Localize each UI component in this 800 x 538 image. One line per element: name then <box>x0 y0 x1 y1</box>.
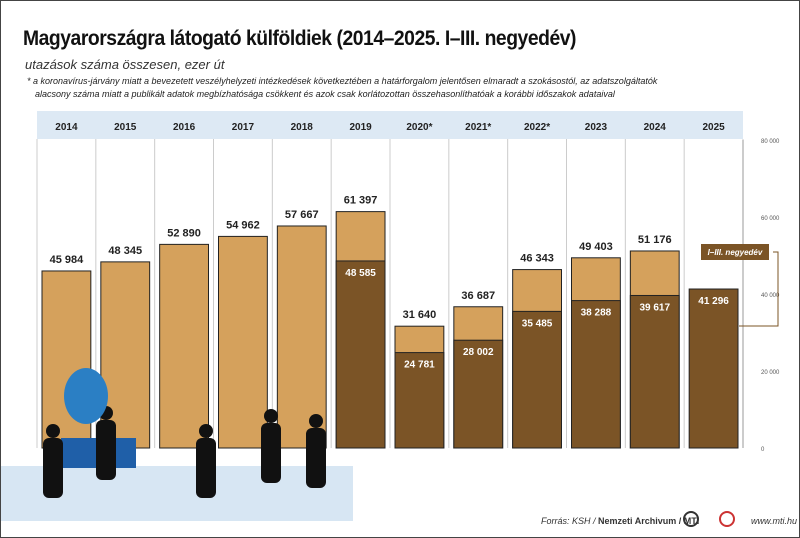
website-link[interactable]: www.mti.hu <box>751 516 798 526</box>
y-tick-label: 0 <box>761 447 765 453</box>
data-label-q1-q3: 28 002 <box>463 347 494 358</box>
source: Forrás: KSH / Nemzeti Archivum / MTI <box>541 516 699 526</box>
y-tick-label: 20 000 <box>761 370 780 376</box>
data-label-total: 46 343 <box>520 253 554 265</box>
person-silhouette-body <box>43 438 63 498</box>
bar-total <box>218 235 268 449</box>
person-silhouette-head <box>309 414 323 428</box>
footnote-line-2: alacsony száma miatt a publikált adatok … <box>35 89 615 99</box>
x-tick-label: 2024 <box>644 122 667 133</box>
person-silhouette-body <box>96 420 116 480</box>
bar-q1-q3 <box>629 294 680 449</box>
x-tick-label: 2018 <box>291 122 314 133</box>
data-label-total: 51 176 <box>638 234 672 246</box>
y-tick-label: 40 000 <box>761 293 780 299</box>
data-label-total: 31 640 <box>403 309 437 321</box>
data-label-q1-q3: 41 296 <box>698 296 729 307</box>
data-label-q1-q3: 48 585 <box>345 268 376 279</box>
data-label-q1-q3: 35 485 <box>522 318 553 329</box>
footnote: * a koronavírus-járvány miatt a bevezete… <box>27 75 767 101</box>
legend-box <box>701 244 769 260</box>
x-tick-label: 2014 <box>55 122 78 133</box>
x-tick-label: 2021* <box>465 122 491 133</box>
chart-subtitle: utazások száma összesen, ezer út <box>25 57 225 72</box>
chart-title: Magyarországra látogató külföldiek (2014… <box>23 27 577 50</box>
bar-total <box>276 225 327 449</box>
data-label-total: 49 403 <box>579 241 613 253</box>
bar-q1-q3 <box>335 260 386 449</box>
data-label-total: 54 962 <box>226 219 260 231</box>
person-silhouette-body <box>306 428 326 488</box>
source-prefix: Forrás: KSH / <box>541 516 599 526</box>
legend-connector <box>739 251 779 327</box>
bar-q1-q3 <box>571 300 621 449</box>
person-silhouette-body <box>196 438 216 498</box>
y-tick-label: 80 000 <box>761 139 780 145</box>
x-tick-label: 2015 <box>114 122 137 133</box>
data-label-total: 57 667 <box>285 209 319 221</box>
data-label-total: 61 397 <box>344 195 378 207</box>
data-label-q1-q3: 24 781 <box>404 360 435 371</box>
data-label-total: 52 890 <box>167 227 201 239</box>
bar-total <box>159 243 210 449</box>
data-label-q1-q3: 38 288 <box>581 308 612 319</box>
mtva-logo <box>683 511 699 527</box>
x-tick-label: 2025 <box>702 122 725 133</box>
header-band <box>37 111 743 139</box>
data-label-total: 36 687 <box>461 290 495 302</box>
source-bold: Nemzeti Archivum / MTI <box>598 516 700 526</box>
bar-q1-q3 <box>453 339 504 449</box>
person-silhouette-body <box>261 423 281 483</box>
person-silhouette-head <box>46 424 60 438</box>
bar-q1-q3 <box>688 288 739 449</box>
x-tick-label: 2022* <box>524 122 550 133</box>
y-tick-label: 60 000 <box>761 216 780 222</box>
person-silhouette-head <box>199 424 213 438</box>
mti-logo <box>719 511 735 527</box>
footnote-line-1: * a koronavírus-járvány miatt a bevezete… <box>27 76 658 86</box>
data-label-total: 48 345 <box>108 245 142 257</box>
data-label-q1-q3: 39 617 <box>639 302 670 313</box>
x-tick-label: 2017 <box>232 122 255 133</box>
x-tick-label: 2023 <box>585 122 608 133</box>
x-tick-label: 2016 <box>173 122 196 133</box>
data-label-total: 45 984 <box>50 254 85 266</box>
x-tick-label: 2020* <box>406 122 432 133</box>
person-silhouette-head <box>264 409 278 423</box>
bar-q1-q3 <box>512 310 562 449</box>
legend-label: I–III. negyedév <box>708 248 763 257</box>
plant-icon <box>64 368 108 424</box>
bar-q1-q3 <box>394 352 445 449</box>
x-tick-label: 2019 <box>349 122 372 133</box>
